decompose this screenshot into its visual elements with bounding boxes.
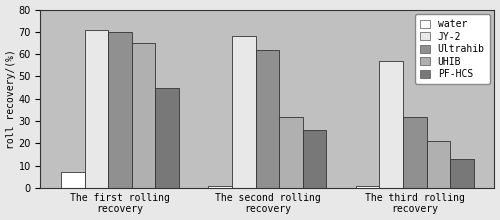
Bar xyxy=(156,88,179,188)
Bar xyxy=(450,159,474,188)
Bar xyxy=(61,172,84,188)
Y-axis label: roll recovery/(%): roll recovery/(%) xyxy=(6,49,16,149)
Bar xyxy=(256,50,279,188)
Bar xyxy=(132,43,156,188)
Bar xyxy=(208,186,232,188)
Bar xyxy=(380,61,403,188)
Bar xyxy=(356,186,380,188)
Bar xyxy=(303,130,326,188)
Bar xyxy=(279,117,303,188)
Legend: water, JY-2, Ultrahib, UHIB, PF-HCS: water, JY-2, Ultrahib, UHIB, PF-HCS xyxy=(416,15,490,84)
Bar xyxy=(108,32,132,188)
Bar xyxy=(403,117,426,188)
Bar xyxy=(232,36,256,188)
Bar xyxy=(84,30,108,188)
Bar xyxy=(426,141,450,188)
